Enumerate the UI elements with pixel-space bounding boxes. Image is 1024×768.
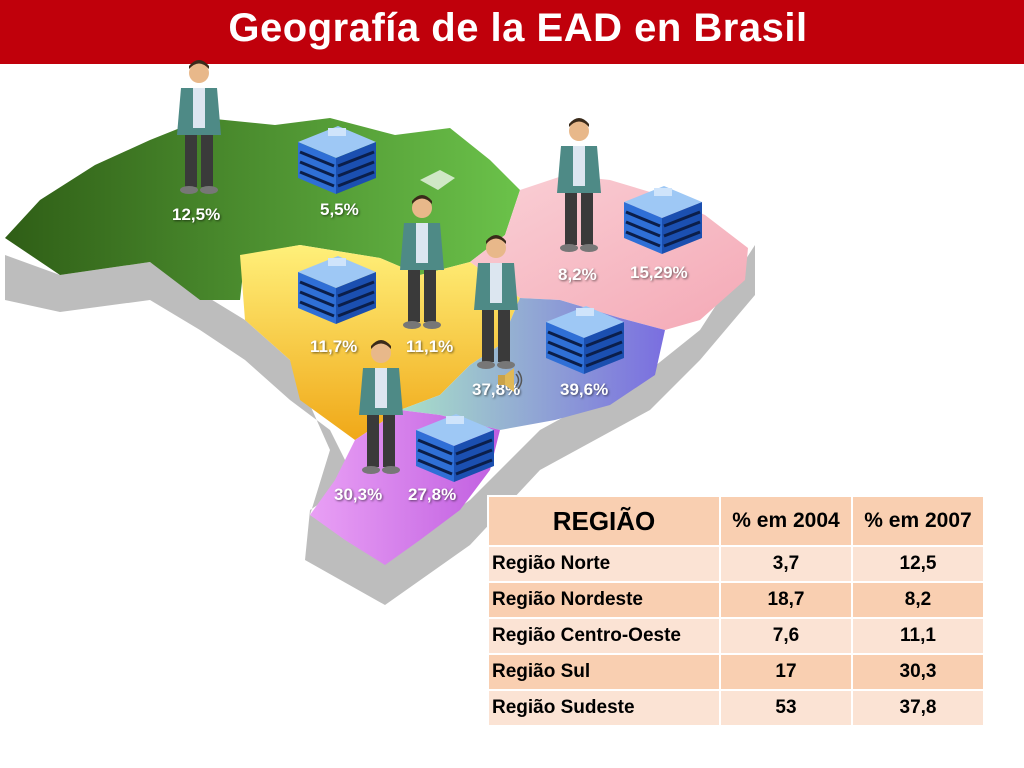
person-icon	[474, 235, 518, 369]
label-sul-buildings: 27,8%	[408, 485, 457, 504]
cell-region: Região Nordeste	[487, 581, 721, 619]
header-regiao: REGIÃO	[487, 495, 721, 547]
building-icon	[546, 306, 624, 374]
label-norte-people: 12,5%	[172, 205, 221, 224]
person-icon	[359, 340, 403, 474]
label-nordeste-people: 8,2%	[558, 265, 597, 284]
table-row: Região Norte 3,7 12,5	[487, 545, 985, 583]
label-norte-buildings: 5,5%	[320, 200, 359, 219]
cell-region: Região Norte	[487, 545, 721, 583]
label-nordeste-buildings: 15,29%	[630, 263, 688, 282]
table-row: Região Nordeste 18,7 8,2	[487, 581, 985, 619]
person-icon	[177, 60, 221, 194]
title-bar	[0, 0, 1024, 64]
cell-2004: 7,6	[719, 617, 853, 655]
label-sul-people: 30,3%	[334, 485, 383, 504]
building-icon	[298, 256, 376, 324]
cell-2004: 53	[719, 689, 853, 727]
cell-2007: 12,5	[851, 545, 985, 583]
slide-title: Geografía de la EAD en Brasil	[228, 6, 808, 50]
person-icon	[400, 195, 444, 329]
cell-2004: 18,7	[719, 581, 853, 619]
map-extrusion	[5, 245, 755, 605]
cell-region: Região Sul	[487, 653, 721, 691]
table-row: Região Sudeste 53 37,8	[487, 689, 985, 727]
region-norte	[5, 118, 520, 300]
cell-2007: 37,8	[851, 689, 985, 727]
table-header-row: REGIÃO % em 2004 % em 2007	[487, 495, 985, 547]
cell-2007: 11,1	[851, 617, 985, 655]
brazil-map: 12,5% 5,5% 8,2% 15,29% 11,7% 11,1% 37,8%…	[0, 60, 780, 620]
table-row: Região Sul 17 30,3	[487, 653, 985, 691]
label-centro-oeste-buildings: 11,7%	[310, 337, 358, 356]
cell-region: Região Centro-Oeste	[487, 617, 721, 655]
region-table: REGIÃO % em 2004 % em 2007 Região Norte …	[487, 495, 985, 727]
header-2007: % em 2007	[851, 495, 985, 547]
cell-region: Região Sudeste	[487, 689, 721, 727]
cell-2004: 17	[719, 653, 853, 691]
label-centro-oeste-people: 11,1%	[406, 337, 454, 356]
label-sudeste-buildings: 39,6%	[560, 380, 609, 399]
person-icon	[557, 118, 601, 252]
table-row: Região Centro-Oeste 7,6 11,1	[487, 617, 985, 655]
building-icon	[416, 414, 494, 482]
header-2004: % em 2004	[719, 495, 853, 547]
cell-2004: 3,7	[719, 545, 853, 583]
building-icon	[298, 126, 376, 194]
speaker-icon[interactable]	[495, 364, 523, 396]
cell-2007: 30,3	[851, 653, 985, 691]
building-icon	[624, 186, 702, 254]
cell-2007: 8,2	[851, 581, 985, 619]
